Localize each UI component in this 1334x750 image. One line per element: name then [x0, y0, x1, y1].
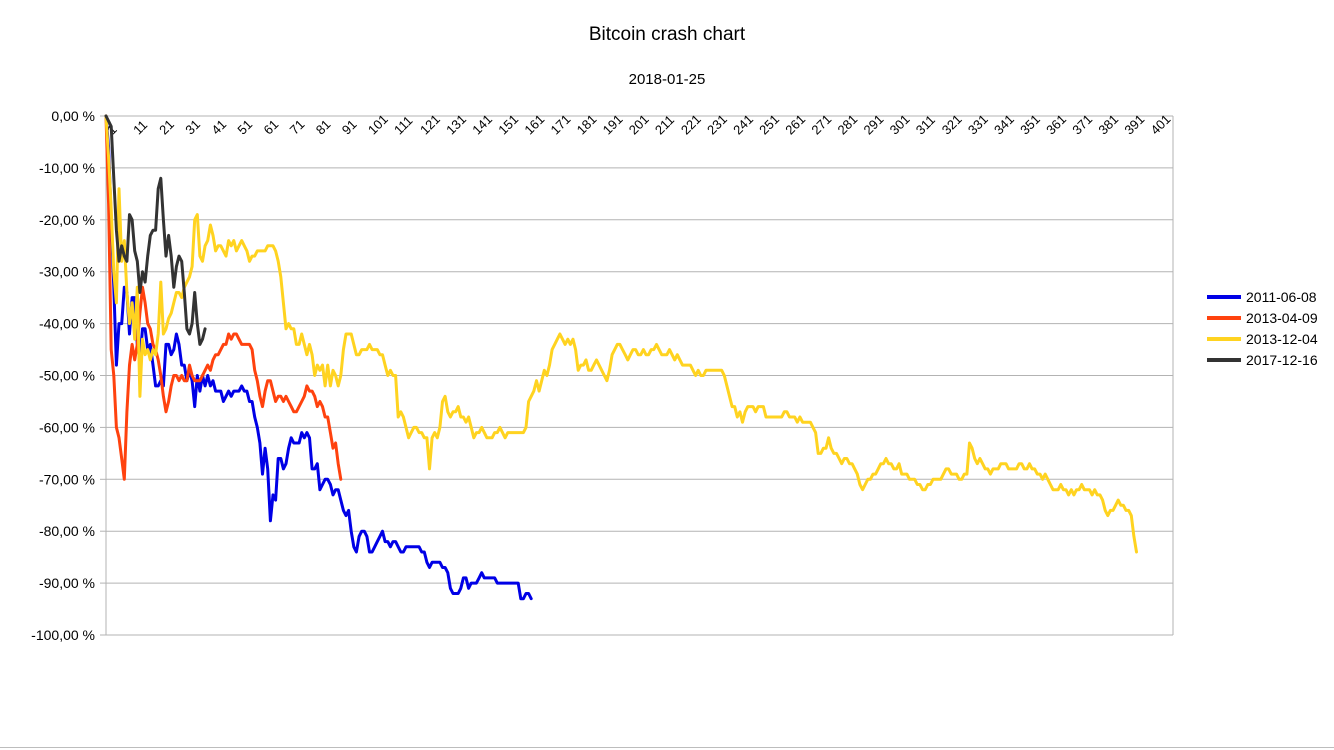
- x-tick-label: 261: [782, 111, 808, 137]
- series-lines: [104, 114, 1138, 601]
- x-tick-label: 51: [234, 117, 255, 138]
- x-tick-label: 181: [574, 111, 600, 137]
- x-tick-label: 321: [939, 111, 965, 137]
- x-tick-label: 41: [208, 117, 229, 138]
- x-tick-label: 191: [600, 111, 626, 137]
- x-tick-label: 201: [626, 111, 652, 137]
- x-tick-label: 91: [339, 117, 360, 138]
- x-tick-label: 31: [182, 117, 203, 138]
- legend-item: 2011-06-08: [1207, 286, 1318, 307]
- y-tick-label: -50,00 %: [39, 368, 95, 384]
- x-tick-label: 271: [808, 111, 834, 137]
- series-line-2013-04-09: [104, 114, 343, 481]
- x-tick-label: 391: [1121, 111, 1147, 137]
- legend-swatch: [1207, 357, 1241, 362]
- x-tick-label: 71: [287, 117, 308, 138]
- x-tick-label: 401: [1148, 111, 1174, 137]
- y-tick-label: -100,00 %: [31, 627, 95, 643]
- x-tick-label: 61: [261, 117, 282, 138]
- x-tick-label: 111: [391, 113, 416, 138]
- y-tick-label: -90,00 %: [39, 575, 95, 591]
- x-tick-label: 131: [443, 111, 469, 137]
- y-tick-label: -30,00 %: [39, 264, 95, 280]
- x-tick-label: 171: [547, 111, 573, 137]
- x-tick-label: 231: [704, 111, 730, 137]
- legend-label: 2013-04-09: [1246, 309, 1318, 326]
- y-tick-label: -70,00 %: [39, 471, 95, 487]
- x-tick-label: 241: [730, 111, 756, 137]
- y-tick-label: -20,00 %: [39, 212, 95, 228]
- y-tick-label: -60,00 %: [39, 419, 95, 435]
- legend: 2011-06-08 2013-04-09 2013-12-04 2017-12-16: [1207, 286, 1318, 370]
- x-tick-label: 361: [1043, 111, 1069, 137]
- x-tick-label: 341: [991, 111, 1017, 137]
- legend-item: 2013-12-04: [1207, 328, 1318, 349]
- x-tick-label: 101: [365, 111, 391, 137]
- legend-label: 2013-12-04: [1246, 330, 1318, 347]
- y-tick-label: 0,00 %: [51, 108, 95, 124]
- y-tick-label: -40,00 %: [39, 316, 95, 332]
- legend-label: 2011-06-08: [1246, 288, 1317, 305]
- legend-item: 2017-12-16: [1207, 349, 1318, 370]
- series-line-2011-06-08: [104, 114, 533, 601]
- x-tick-label: 221: [678, 111, 704, 137]
- x-axis: 1 11 21 31 41 51 61 71 81 91 101 111 121 131 141 151 161…: [104, 111, 1173, 137]
- x-tick-label: 281: [834, 111, 860, 137]
- legend-swatch: [1207, 336, 1241, 341]
- x-tick-label: 21: [156, 117, 177, 138]
- legend-label: 2017-12-16: [1246, 351, 1318, 368]
- x-tick-label: 121: [417, 111, 443, 137]
- chart-title: Bitcoin crash chart: [588, 24, 746, 45]
- x-tick-label: 381: [1095, 111, 1121, 137]
- gridlines: [100, 115, 1174, 636]
- x-tick-label: 251: [756, 111, 782, 137]
- x-tick-label: 81: [313, 117, 334, 138]
- y-axis: 0,00 % -10,00 % -20,00 % -30,00 % -40,00 % -5…: [31, 108, 95, 643]
- x-tick-label: 141: [469, 111, 495, 137]
- x-tick-label: 161: [521, 111, 547, 137]
- chart-subtitle: 2018-01-25: [628, 71, 706, 88]
- x-tick-label: 351: [1017, 111, 1043, 137]
- series-line-2017-12-16: [104, 114, 207, 346]
- series-line-2013-12-04: [104, 114, 1138, 554]
- x-tick-label: 11: [130, 117, 150, 137]
- x-tick-label: 151: [495, 111, 521, 137]
- legend-swatch: [1207, 315, 1241, 320]
- legend-item: 2013-04-09: [1207, 307, 1318, 328]
- x-tick-label: 291: [861, 111, 887, 137]
- legend-swatch: [1207, 294, 1241, 299]
- bottom-divider: [0, 747, 1334, 748]
- x-tick-label: 301: [887, 111, 913, 137]
- x-tick-label: 331: [965, 111, 991, 137]
- y-tick-label: -80,00 %: [39, 523, 95, 539]
- x-tick-label: 371: [1069, 111, 1095, 137]
- y-tick-label: -10,00 %: [39, 160, 95, 176]
